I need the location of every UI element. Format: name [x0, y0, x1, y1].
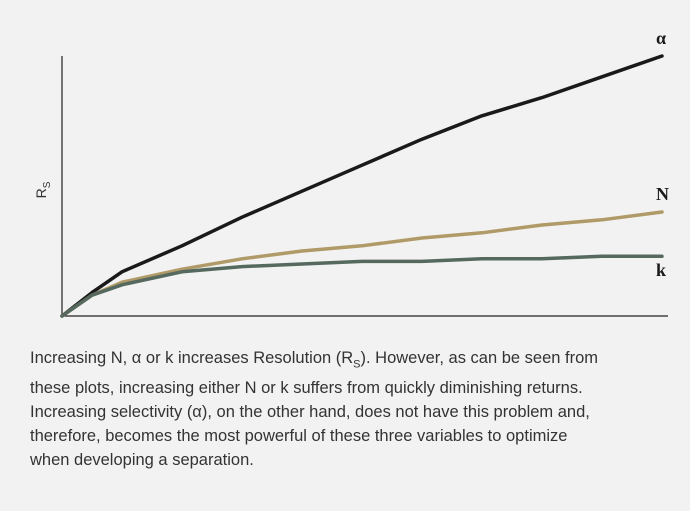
y-axis-label: RS — [33, 181, 53, 198]
series-line — [60, 254, 664, 318]
y-label-subscript: S — [42, 181, 53, 188]
series-label: k — [656, 260, 666, 280]
series-line — [60, 210, 664, 318]
caption-subscript: S — [353, 358, 361, 371]
chart: RS α Nk — [33, 28, 669, 318]
caption-text: Increasing N, α or k increases Resolutio… — [30, 349, 354, 367]
series-label: α — [656, 28, 666, 48]
series-label: N — [656, 184, 669, 204]
caption: Increasing N, α or k increases Resolutio… — [30, 346, 610, 472]
series-line — [60, 54, 664, 318]
y-label-text: R — [33, 188, 49, 198]
caption-text: ). However, as can be seen from these pl… — [30, 349, 599, 470]
